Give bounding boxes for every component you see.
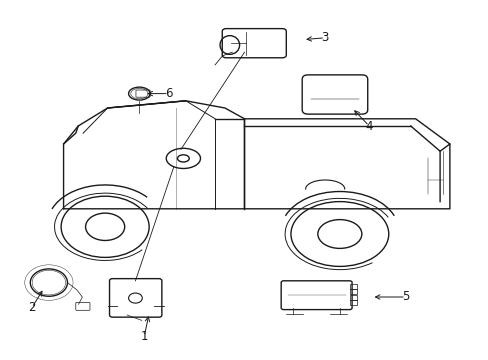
Text: 2: 2	[28, 301, 36, 314]
Text: 6: 6	[164, 87, 172, 100]
Text: 5: 5	[401, 291, 409, 303]
Text: 3: 3	[321, 31, 328, 44]
Text: 4: 4	[365, 120, 372, 132]
Text: 1: 1	[140, 330, 148, 343]
